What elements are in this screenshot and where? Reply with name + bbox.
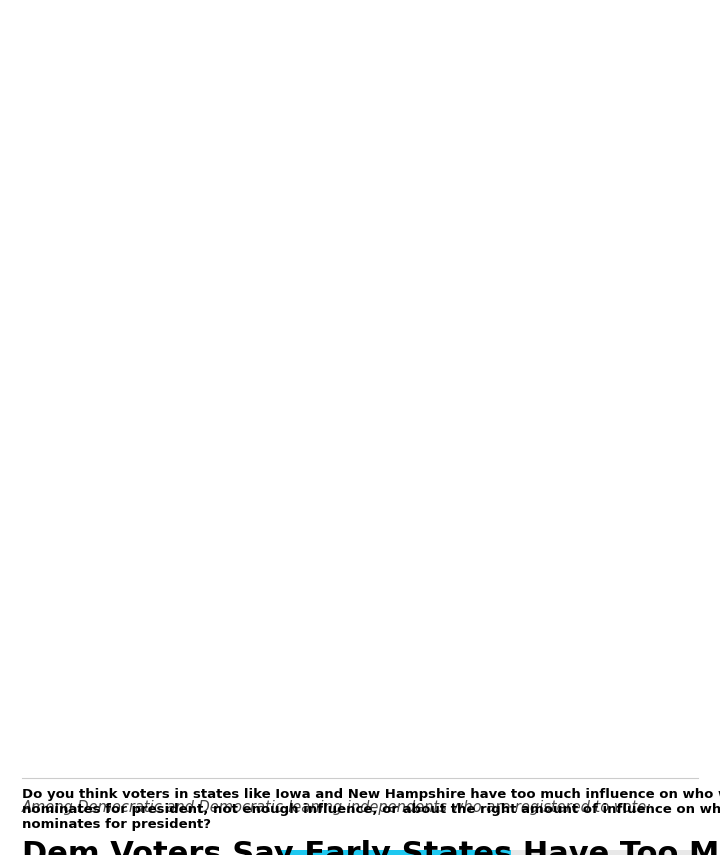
Text: Do you think voters in states like Iowa and New Hampshire have too much influenc: Do you think voters in states like Iowa … bbox=[22, 788, 720, 831]
FancyBboxPatch shape bbox=[280, 850, 511, 855]
FancyBboxPatch shape bbox=[280, 850, 700, 855]
Text: Among Democratic and Democratic-leaning independents who are registered to vote:: Among Democratic and Democratic-leaning … bbox=[22, 800, 652, 815]
Text: Dem Voters Say Early States Have Too Much Influence: Dem Voters Say Early States Have Too Muc… bbox=[22, 840, 720, 855]
